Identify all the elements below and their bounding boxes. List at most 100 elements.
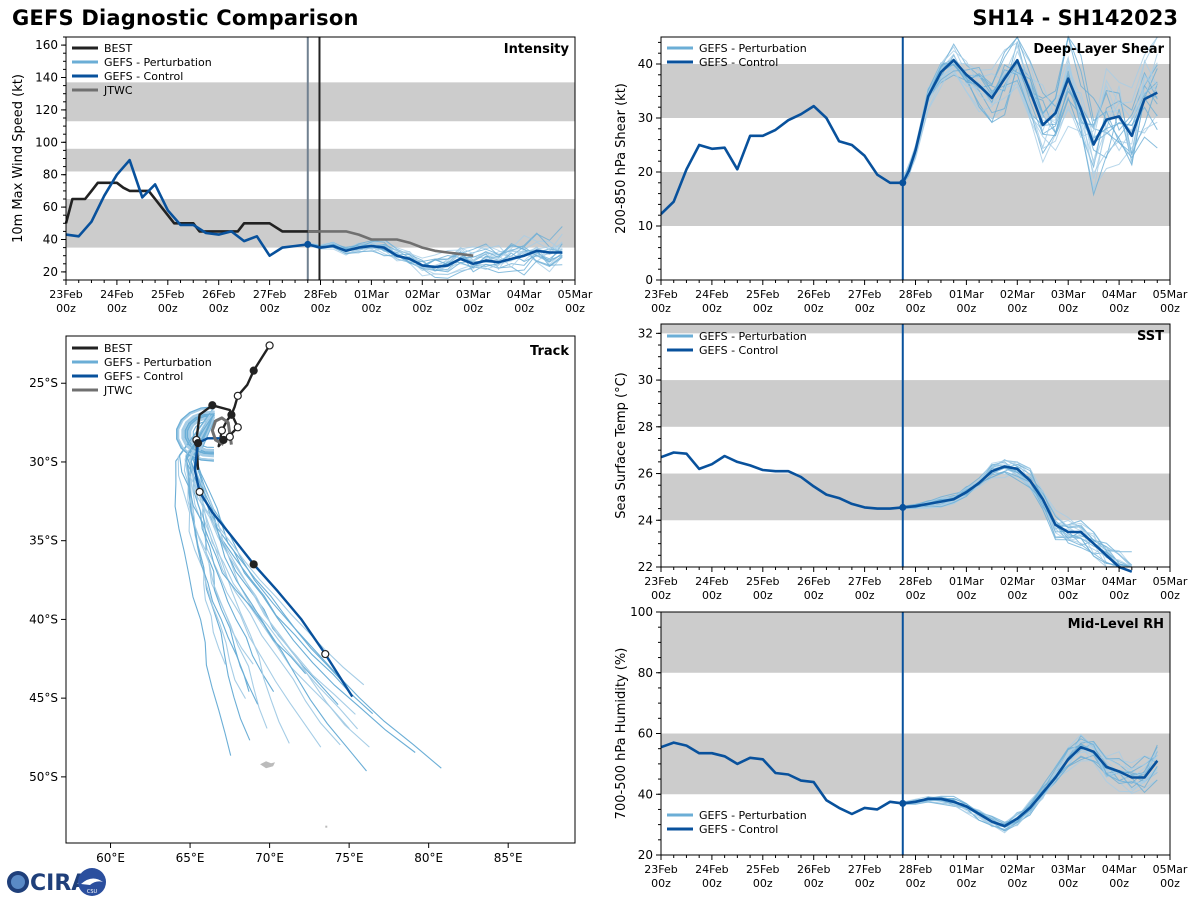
- rh-ytick-label: 20: [638, 848, 653, 862]
- rh-xtick-label: 24Feb: [695, 863, 728, 876]
- intensity-xtick-label: 00z: [514, 302, 534, 315]
- track-legend-label: JTWC: [103, 384, 133, 397]
- track-best-marker: [208, 401, 217, 410]
- track-best-marker: [233, 391, 242, 400]
- land-kerguelen: [260, 761, 276, 769]
- track-perturbation-line: [177, 407, 365, 686]
- shear-xtick-label: 00z: [804, 302, 824, 315]
- shear-xtick-label: 04Mar: [1102, 288, 1137, 301]
- rh-init-marker: [899, 799, 907, 807]
- intensity-gefs-control-line: [65, 158, 563, 269]
- rh-legend-label: GEFS - Perturbation: [699, 809, 807, 822]
- intensity-jtwc-line: [307, 230, 474, 257]
- shear-xtick-label: 28Feb: [899, 288, 932, 301]
- track-ytick-label: 25°S: [29, 376, 58, 390]
- shear-xtick-label: 24Feb: [695, 288, 728, 301]
- sst-ytick-label: 30: [638, 373, 653, 387]
- land-heard: [325, 825, 328, 828]
- track-control-marker: [193, 438, 203, 448]
- intensity-xtick-label: 00z: [56, 302, 76, 315]
- sst-xtick-label: 00z: [702, 589, 722, 602]
- intensity-ytick-label: 100: [35, 135, 58, 149]
- rh-ytick-label: 40: [638, 787, 653, 801]
- shear-perturbation-line: [902, 42, 1158, 184]
- rh-band: [661, 612, 1170, 673]
- shear-ytick-label: 20: [638, 165, 653, 179]
- rh-ylabel: 700-500 hPa Humidity (%): [614, 648, 629, 820]
- track-perturbation-line: [182, 411, 356, 715]
- track-legend-label: BEST: [104, 342, 132, 355]
- intensity-ytick-label: 40: [43, 233, 58, 247]
- sst-title: SST: [1137, 329, 1164, 344]
- intensity-band: [66, 82, 575, 122]
- shear-init-marker: [899, 179, 907, 187]
- track-legend-label: GEFS - Control: [104, 370, 183, 383]
- track-control-marker: [321, 649, 330, 659]
- sst-legend-label: GEFS - Perturbation: [699, 330, 807, 343]
- rh-band: [661, 733, 1170, 795]
- shear-xtick-label: 03Mar: [1051, 288, 1086, 301]
- rh-title: Mid-Level RH: [1068, 617, 1164, 632]
- sst-ytick-label: 28: [638, 420, 653, 434]
- shear-xtick-label: 00z: [1160, 302, 1180, 315]
- rh-xtick-label: 23Feb: [644, 863, 677, 876]
- shear-xtick-label: 01Mar: [949, 288, 984, 301]
- shear-band: [661, 172, 1170, 226]
- rh-xtick-label: 27Feb: [848, 863, 881, 876]
- track-frame: [65, 335, 576, 844]
- rh-xtick-label: 04Mar: [1102, 863, 1137, 876]
- sst-xtick-label: 04Mar: [1102, 575, 1137, 588]
- intensity-legend-label: GEFS - Perturbation: [104, 56, 212, 69]
- intensity-xtick-label: 00z: [158, 302, 178, 315]
- shear-xtick-label: 00z: [906, 302, 926, 315]
- track-ytick-label: 35°S: [29, 534, 58, 548]
- intensity-legend-label: BEST: [104, 42, 132, 55]
- track-perturbation-line: [184, 413, 250, 692]
- track-xtick-label: 85°E: [494, 851, 523, 865]
- intensity-ytick-label: 20: [43, 265, 58, 279]
- rh-gefs-control-line: [660, 741, 1159, 828]
- intensity-xtick-label: 26Feb: [202, 288, 235, 301]
- track-best-marker: [249, 366, 258, 375]
- shear-xtick-label: 00z: [855, 302, 875, 315]
- track-xtick-label: 60°E: [96, 851, 125, 865]
- shear-xtick-label: 26Feb: [797, 288, 830, 301]
- track-xtick-label: 65°E: [176, 851, 205, 865]
- track-best-marker: [217, 426, 226, 435]
- track-gefs-control-line: [193, 435, 354, 698]
- intensity-xtick-label: 00z: [412, 302, 432, 315]
- sst-xtick-label: 23Feb: [644, 575, 677, 588]
- rh-xtick-label: 00z: [1058, 877, 1078, 890]
- intensity-perturbation-line: [307, 242, 563, 267]
- sst-init-marker: [899, 503, 907, 511]
- sst-ylabel: Sea Surface Temp (°C): [614, 372, 629, 519]
- track-xtick-label: 80°E: [414, 851, 443, 865]
- shear-xtick-label: 27Feb: [848, 288, 881, 301]
- shear-xtick-label: 25Feb: [746, 288, 779, 301]
- sst-legend-label: GEFS - Control: [699, 344, 778, 357]
- intensity-xtick-label: 05Mar: [558, 288, 593, 301]
- intensity-xtick-label: 00z: [565, 302, 585, 315]
- intensity-xtick-label: 01Mar: [354, 288, 389, 301]
- intensity-ytick-label: 140: [35, 71, 58, 85]
- track-title: Track: [530, 344, 569, 359]
- track-best-marker: [219, 435, 228, 445]
- sst-xtick-label: 24Feb: [695, 575, 728, 588]
- intensity-ytick-label: 120: [35, 103, 58, 117]
- sst-xtick-label: 00z: [753, 589, 773, 602]
- storm-id: SH14 - SH142023: [972, 6, 1178, 30]
- shear-xtick-label: 02Mar: [1000, 288, 1035, 301]
- track-perturbation-line: [189, 417, 370, 748]
- intensity-ytick-label: 160: [35, 38, 58, 52]
- track-perturbation-line: [181, 410, 226, 665]
- rh-xtick-label: 26Feb: [797, 863, 830, 876]
- sst-perturbation-line: [902, 470, 1132, 567]
- intensity-xtick-label: 03Mar: [456, 288, 491, 301]
- rh-xtick-label: 01Mar: [949, 863, 984, 876]
- track-ytick-label: 45°S: [29, 691, 58, 705]
- intensity-xtick-label: 00z: [463, 302, 483, 315]
- sst-xtick-label: 00z: [906, 589, 926, 602]
- shear-panel: 23Feb00z24Feb00z25Feb00z26Feb00z27Feb00z…: [614, 35, 1188, 315]
- track-control-marker: [225, 432, 234, 441]
- intensity-xtick-label: 04Mar: [507, 288, 542, 301]
